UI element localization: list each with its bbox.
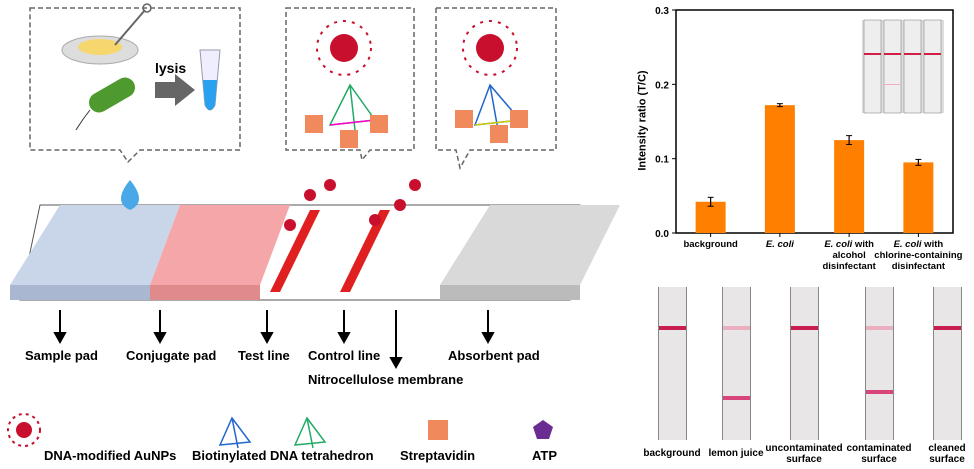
y-tick-label: 0.3 <box>655 6 669 17</box>
inset-strip <box>923 19 942 114</box>
strip-label: background <box>643 448 700 459</box>
flagellum <box>75 109 91 131</box>
droplet-icon <box>121 180 139 210</box>
x-tick-label: chlorine-containing <box>874 250 962 261</box>
strip-label: contaminated surface <box>846 443 911 465</box>
x-tick-label: alcohol <box>832 250 865 261</box>
conjugate-pad <box>150 205 290 285</box>
x-tick-label: disinfectant <box>892 261 946 272</box>
x-tick-label: E. coli with <box>894 239 944 250</box>
sample-pad <box>10 205 180 285</box>
pointer-arrows <box>53 310 495 370</box>
inoculation-loop-icon <box>114 9 146 46</box>
strip-label: lemon juice <box>708 448 763 459</box>
x-tick-label: E. coli <box>766 239 794 250</box>
lysis-callout <box>29 7 241 164</box>
test-line <box>270 210 320 292</box>
bacteria-icon <box>89 77 135 113</box>
culture-medium <box>78 39 122 55</box>
legend-atp: ATP <box>532 448 558 463</box>
control-line <box>340 210 390 292</box>
y-axis-label: Intensity ratio (T/C) <box>636 70 649 171</box>
test-line <box>723 396 750 400</box>
lysis-label: lysis <box>155 60 187 76</box>
control-line <box>659 326 686 330</box>
tetrahedron-icon <box>328 83 522 131</box>
control-line <box>791 326 818 330</box>
test-strip <box>790 287 819 440</box>
legend-tetrahedron-icon <box>293 416 327 449</box>
test-strip <box>658 287 687 440</box>
inset-strip <box>903 19 922 114</box>
absorbent-pad <box>440 205 620 285</box>
test-strip <box>865 287 894 440</box>
strip-label-line: surface <box>786 454 822 465</box>
label-test-line: Test line <box>238 348 290 363</box>
legend-atp-icon <box>533 420 553 439</box>
aunp-on-strip <box>284 179 421 231</box>
label-control-line: Control line <box>308 348 381 363</box>
inset-control-line <box>904 53 921 55</box>
x-tick-label: background <box>683 239 738 250</box>
y-tick-label: 0.2 <box>655 80 669 91</box>
y-tick-label: 0.1 <box>655 155 669 166</box>
inset-strip <box>863 19 882 114</box>
x-tick-label: E. coli with <box>824 239 874 250</box>
legend-aunp: DNA-modified AuNPs <box>44 448 177 463</box>
test-line <box>866 390 893 394</box>
label-conjugate-pad: Conjugate pad <box>126 348 217 363</box>
streptavidin-icon <box>305 110 528 148</box>
legend-tetrahedron-icon <box>218 416 252 449</box>
plot-frame <box>675 9 954 234</box>
bar <box>695 201 726 233</box>
inset-test-line <box>884 84 901 85</box>
control-line <box>934 326 961 330</box>
aunp-icon <box>316 20 372 76</box>
strip-label-line: uncontaminated <box>765 443 843 454</box>
inset-strip <box>883 19 902 114</box>
strip-label-line: cleaned <box>928 443 966 454</box>
aunp-icon <box>462 20 518 76</box>
bar <box>903 162 934 233</box>
test-line-callout <box>285 7 415 162</box>
y-tick-label: 0.0 <box>655 229 669 240</box>
arrow-icon <box>155 74 195 106</box>
label-sample-pad: Sample pad <box>25 348 98 363</box>
legend-streptavidin: Streptavidin <box>400 448 476 463</box>
test-strip <box>933 287 962 440</box>
control-line <box>866 326 893 330</box>
legend-streptavidin-icon <box>428 420 448 440</box>
control-line-callout <box>435 7 557 171</box>
legend-tetrahedron: Biotinylated DNA tetrahedron <box>192 448 374 463</box>
legend-aunp-icon <box>7 413 41 447</box>
bar <box>834 140 865 233</box>
strip-label: cleaned surface <box>928 443 965 465</box>
strip-label-line: lemon juice <box>708 448 764 459</box>
inset-control-line <box>864 53 881 55</box>
control-line <box>723 326 750 330</box>
tube-liquid <box>203 80 217 110</box>
label-nitrocellulose: Nitrocellulose membrane <box>308 372 464 387</box>
strip-label-line: contaminated <box>846 443 912 454</box>
strip-label-line: surface <box>929 454 965 465</box>
strip-label: uncontaminated surface <box>765 443 842 465</box>
x-tick-label: disinfectant <box>822 261 876 272</box>
absorbent-pad-edge <box>440 285 580 300</box>
conjugate-pad-edge <box>150 285 260 300</box>
strip-label-line: surface <box>861 454 897 465</box>
sample-pad-edge <box>10 285 150 300</box>
inset-control-line <box>924 53 941 55</box>
inoculation-loop-tip <box>142 3 152 13</box>
strip-label-line: background <box>643 448 701 459</box>
test-strip <box>722 287 751 440</box>
bar <box>764 105 795 233</box>
inset-control-line <box>884 53 901 55</box>
label-absorbent-pad: Absorbent pad <box>448 348 540 363</box>
